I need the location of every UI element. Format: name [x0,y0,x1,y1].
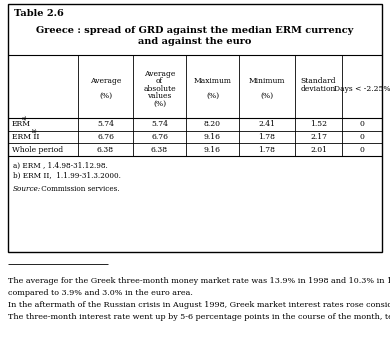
Text: 9.16: 9.16 [204,146,221,154]
Text: The three-month interest rate went up by 5-6 percentage points in the course of : The three-month interest rate went up by… [8,313,390,321]
Text: 0: 0 [360,133,364,141]
Text: compared to 3.9% and 3.0% in the euro area.: compared to 3.9% and 3.0% in the euro ar… [8,289,193,297]
Text: of: of [156,77,163,85]
Text: (%): (%) [206,92,219,100]
Text: 6.76: 6.76 [97,133,114,141]
Text: (%): (%) [99,92,112,100]
Text: ERM II: ERM II [12,133,39,141]
Text: b) ERM II,  1.1.99-31.3.2000.: b) ERM II, 1.1.99-31.3.2000. [13,172,121,180]
Text: ERM: ERM [12,120,31,128]
Text: Commission services.: Commission services. [39,185,119,193]
Text: Maximum: Maximum [193,77,232,85]
Text: absolute: absolute [143,85,176,93]
Text: 1.78: 1.78 [259,146,275,154]
Text: deviation: deviation [301,85,336,93]
Bar [8,4,382,252]
Text: 5.74: 5.74 [151,120,168,128]
Text: 0: 0 [360,120,364,128]
Text: The average for the Greek three-month money market rate was 13.9% in 1998 and 10: The average for the Greek three-month mo… [8,277,390,285]
Text: 2.41: 2.41 [259,120,275,128]
Text: 2.01: 2.01 [310,146,327,154]
Text: (%): (%) [261,92,273,100]
Text: 6.38: 6.38 [97,146,114,154]
Text: values: values [147,92,172,100]
Text: 8.20: 8.20 [204,120,221,128]
Text: 9.16: 9.16 [204,133,221,141]
Text: 6.38: 6.38 [151,146,168,154]
Text: Standard: Standard [301,77,336,85]
Text: Days < -2.25%: Days < -2.25% [334,85,390,93]
Text: 5.74: 5.74 [97,120,114,128]
Text: Minimum: Minimum [249,77,285,85]
Text: 2.17: 2.17 [310,133,327,141]
Text: 1.78: 1.78 [259,133,275,141]
Text: Greece : spread of GRD against the median ERM currency: Greece : spread of GRD against the media… [36,26,354,35]
Text: Average: Average [144,70,175,78]
Text: 1.52: 1.52 [310,120,327,128]
Text: In the aftermath of the Russian crisis in August 1998, Greek market interest rat: In the aftermath of the Russian crisis i… [8,301,390,309]
Text: Table 2.6: Table 2.6 [14,9,64,18]
Text: a): a) [22,116,27,121]
Text: (%): (%) [153,100,166,108]
Text: b): b) [32,129,37,134]
Text: 6.76: 6.76 [151,133,168,141]
Text: a) ERM , 1.4.98-31.12.98.: a) ERM , 1.4.98-31.12.98. [13,162,108,170]
Text: Average: Average [90,77,121,85]
Text: Source:: Source: [13,185,41,193]
Text: 0: 0 [360,146,364,154]
Text: Whole period: Whole period [12,146,63,154]
Text: and against the euro: and against the euro [138,37,252,46]
